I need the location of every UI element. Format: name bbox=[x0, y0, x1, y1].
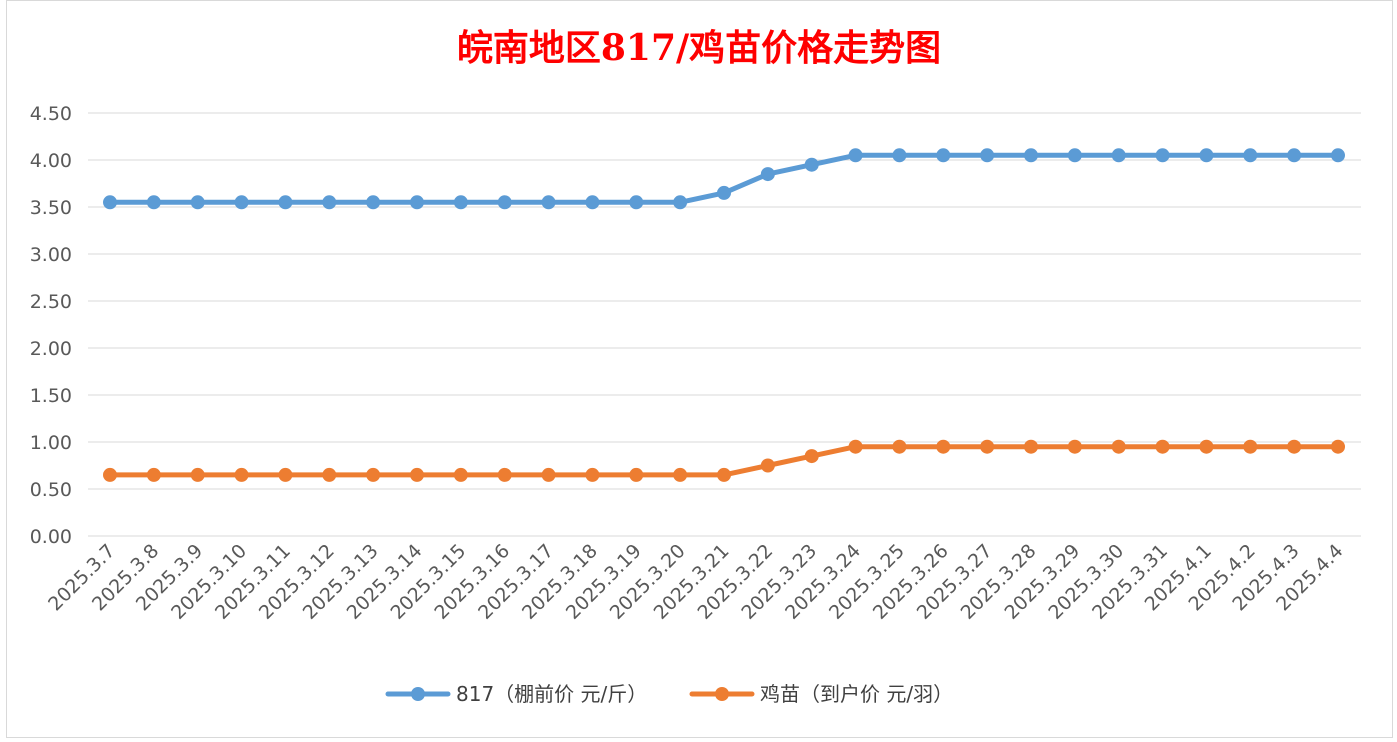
data-point bbox=[410, 195, 424, 210]
data-point bbox=[410, 467, 424, 482]
chart-area bbox=[6, 0, 1393, 738]
data-point bbox=[146, 467, 161, 482]
data-point bbox=[103, 467, 117, 482]
data-point bbox=[717, 185, 731, 200]
data-point bbox=[541, 467, 556, 482]
data-point bbox=[629, 195, 644, 210]
data-point bbox=[366, 467, 381, 482]
y-tick-label: 0.50 bbox=[30, 479, 72, 501]
data-point bbox=[278, 467, 293, 482]
data-point bbox=[629, 467, 644, 482]
data-point bbox=[234, 467, 249, 482]
data-point bbox=[1243, 439, 1258, 454]
data-point bbox=[804, 157, 819, 172]
data-point bbox=[234, 195, 249, 210]
data-point bbox=[717, 467, 731, 482]
data-point bbox=[936, 148, 951, 163]
data-point bbox=[936, 439, 951, 454]
data-point bbox=[1067, 148, 1082, 163]
legend-marker bbox=[411, 687, 425, 701]
data-point bbox=[760, 167, 775, 182]
series-group bbox=[103, 148, 1345, 482]
data-point bbox=[322, 467, 337, 482]
data-point bbox=[1199, 148, 1214, 163]
data-point bbox=[1067, 439, 1082, 454]
data-point bbox=[190, 467, 205, 482]
y-axis: 0.00 0.50 1.00 1.50 2.00 2.50 3.00 3.50 4.00 4.50 bbox=[30, 103, 72, 548]
gridlines bbox=[88, 112, 1361, 537]
data-point bbox=[190, 195, 205, 210]
data-point bbox=[673, 195, 688, 210]
data-point bbox=[848, 148, 863, 163]
y-tick-label: 2.00 bbox=[30, 338, 72, 360]
data-point bbox=[366, 195, 381, 210]
legend-label: 817（棚前价 元/斤） bbox=[456, 682, 647, 706]
data-point bbox=[585, 467, 600, 482]
data-point bbox=[980, 439, 995, 454]
data-point bbox=[804, 449, 819, 464]
data-point bbox=[585, 195, 600, 210]
data-point bbox=[1287, 439, 1302, 454]
y-tick-label: 3.00 bbox=[30, 244, 72, 266]
y-tick-label: 3.50 bbox=[30, 197, 72, 219]
data-point bbox=[1331, 439, 1345, 454]
x-axis: 2025.3.72025.3.82025.3.92025.3.102025.3.… bbox=[44, 540, 1347, 624]
legend-label: 鸡苗（到户价 元/羽） bbox=[760, 682, 953, 706]
y-tick-label: 4.00 bbox=[30, 150, 72, 172]
data-point bbox=[1155, 439, 1170, 454]
data-point bbox=[278, 195, 293, 210]
legend: 817（棚前价 元/斤） 鸡苗（到户价 元/羽） bbox=[385, 682, 953, 706]
data-point bbox=[1331, 148, 1345, 163]
y-tick-label: 0.00 bbox=[30, 526, 72, 548]
data-point bbox=[1111, 148, 1126, 163]
data-point bbox=[760, 458, 775, 473]
data-point bbox=[146, 195, 161, 210]
data-point bbox=[892, 148, 907, 163]
data-point bbox=[673, 467, 688, 482]
data-point bbox=[453, 467, 468, 482]
data-point bbox=[1287, 148, 1302, 163]
data-point bbox=[1024, 439, 1038, 454]
data-point bbox=[1024, 148, 1038, 163]
data-point bbox=[497, 195, 512, 210]
data-point bbox=[980, 148, 995, 163]
data-point bbox=[1111, 439, 1126, 454]
y-tick-label: 4.50 bbox=[30, 103, 72, 125]
data-point bbox=[103, 195, 117, 210]
data-point bbox=[1199, 439, 1214, 454]
y-tick-label: 1.50 bbox=[30, 385, 72, 407]
y-tick-label: 1.00 bbox=[30, 432, 72, 454]
data-point bbox=[497, 467, 512, 482]
data-point bbox=[892, 439, 907, 454]
data-point bbox=[848, 439, 863, 454]
chart-title: 皖南地区817/鸡苗价格走势图 bbox=[457, 27, 941, 69]
data-point bbox=[541, 195, 556, 210]
data-point bbox=[1155, 148, 1170, 163]
data-point bbox=[322, 195, 337, 210]
data-point bbox=[1243, 148, 1258, 163]
data-point bbox=[453, 195, 468, 210]
legend-marker bbox=[715, 687, 729, 701]
y-tick-label: 2.50 bbox=[30, 291, 72, 313]
